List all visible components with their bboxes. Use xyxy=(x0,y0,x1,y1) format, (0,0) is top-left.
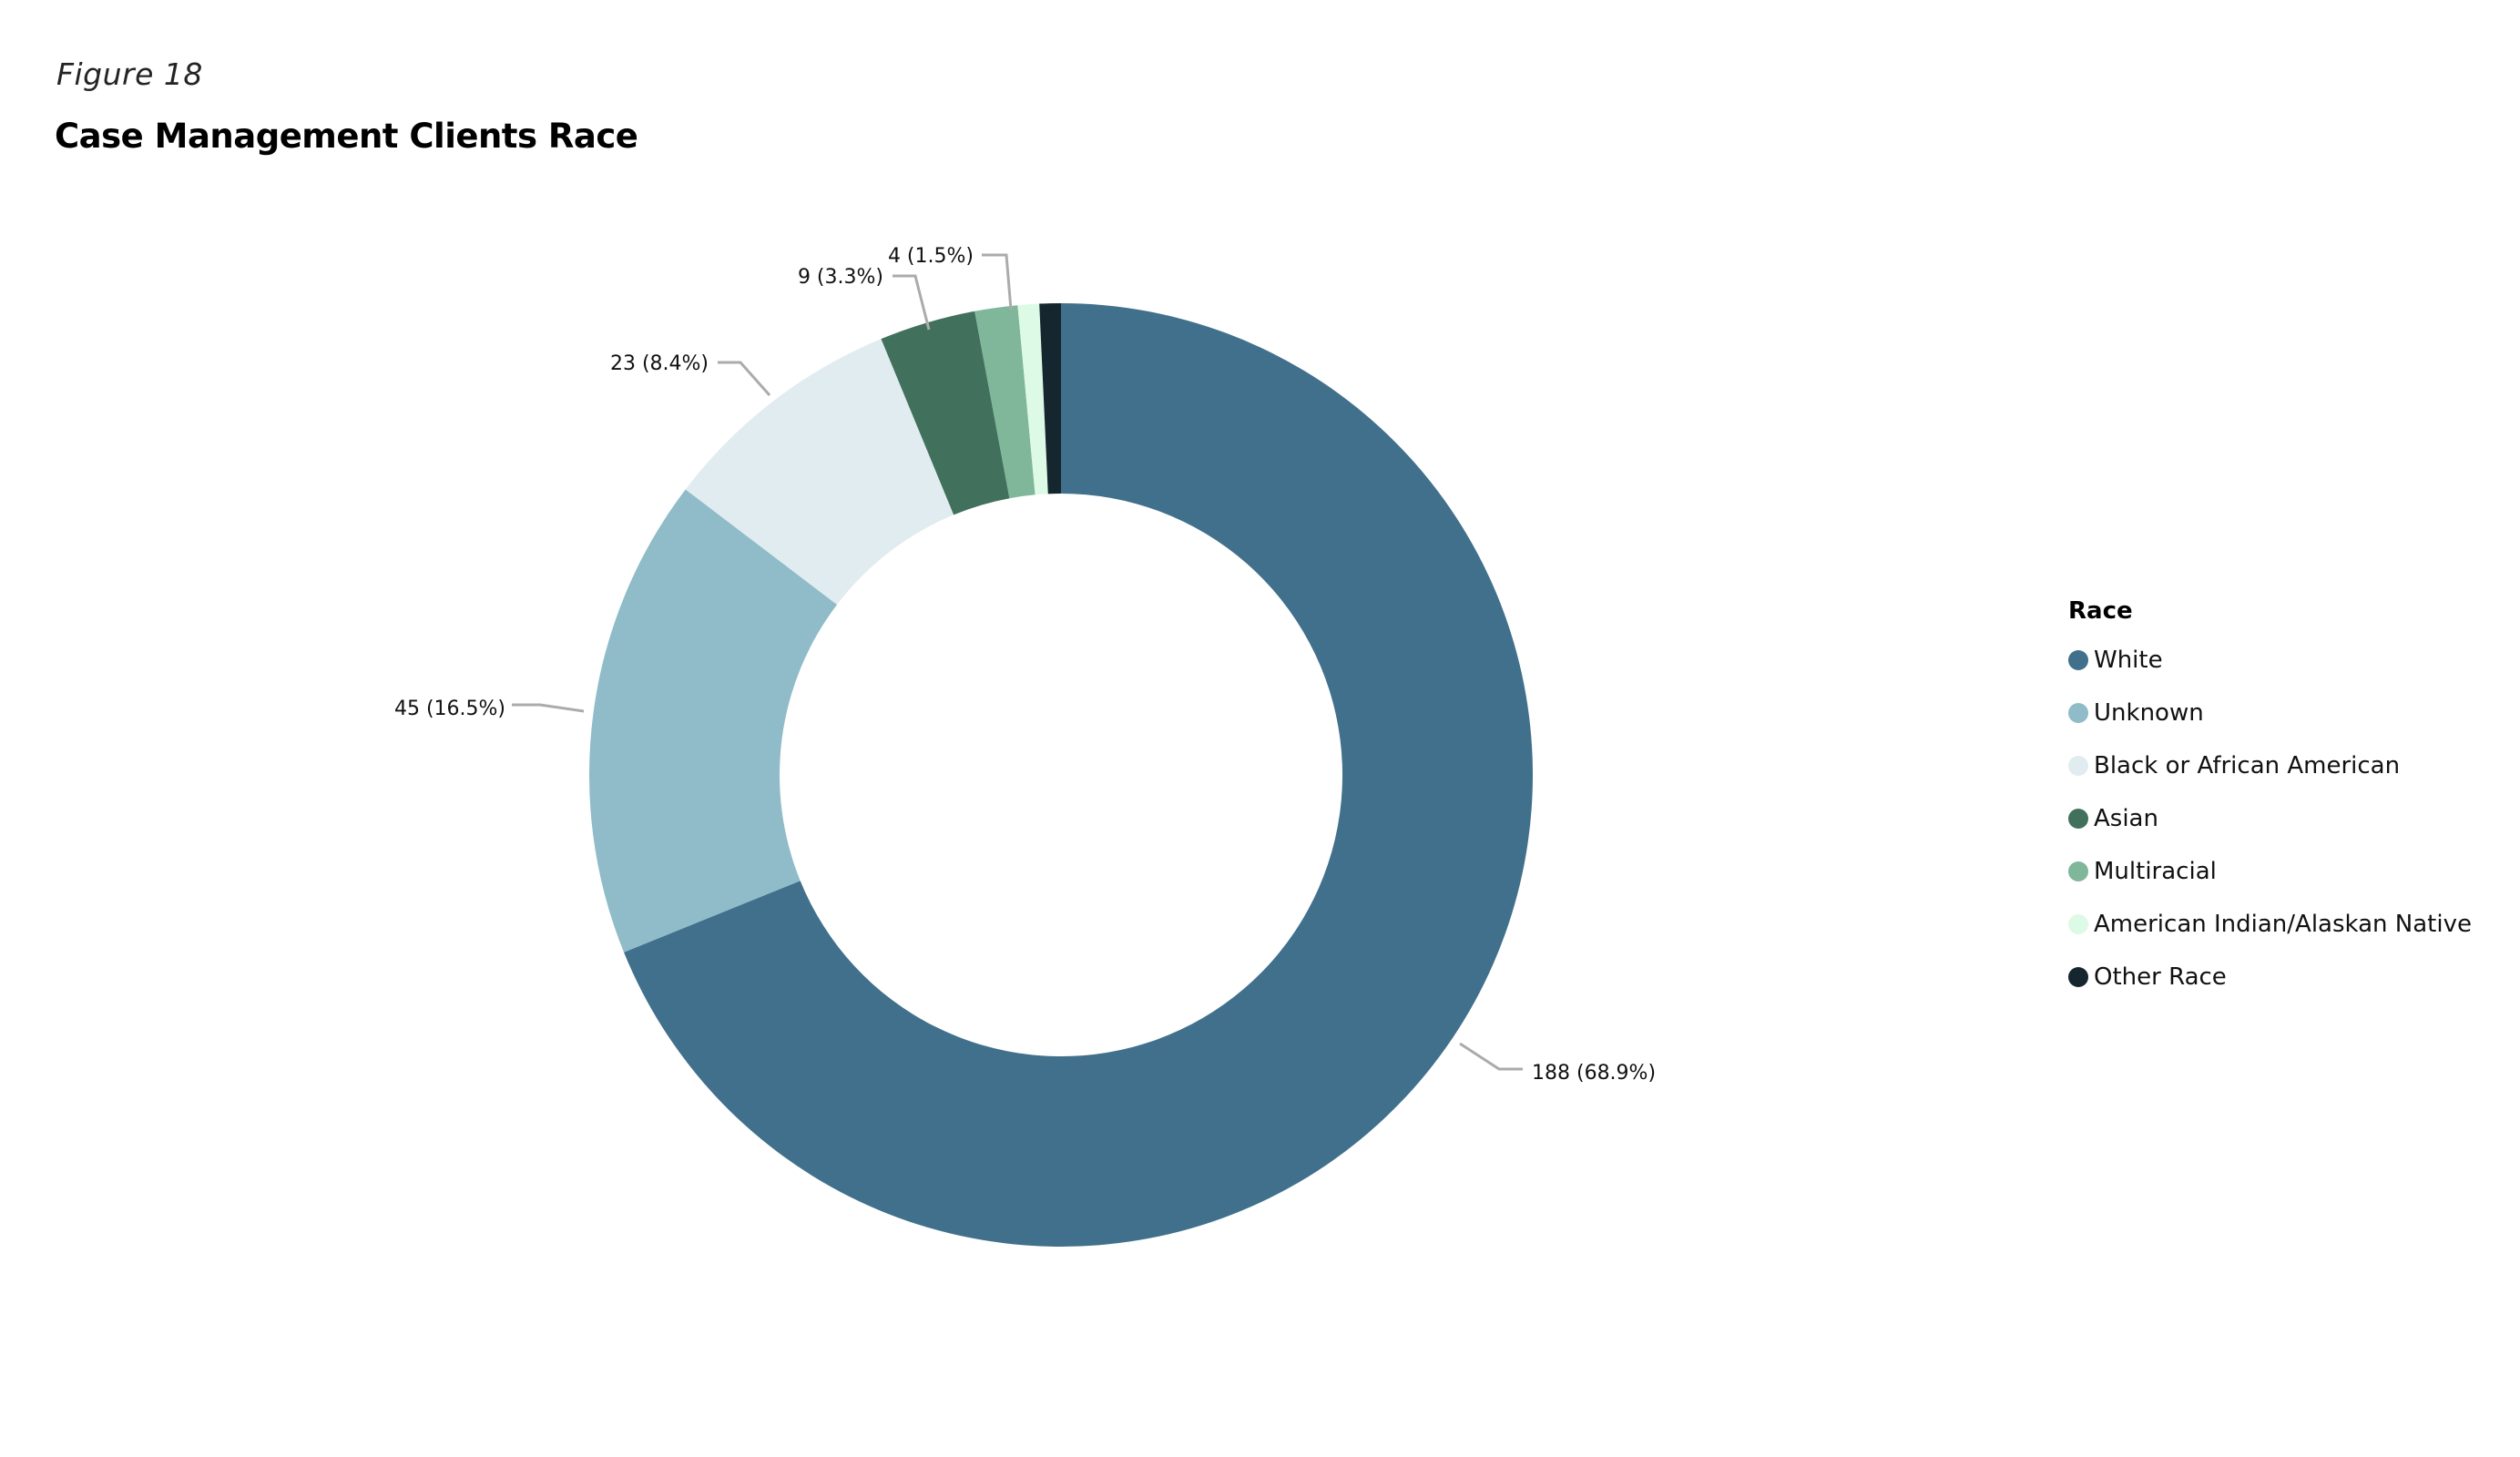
label-leader-lines xyxy=(512,253,1523,1071)
donut-slices xyxy=(589,303,1533,1247)
legend-item-multiracial[interactable]: Multiracial xyxy=(2068,845,2472,898)
legend-item-other-race[interactable]: Other Race xyxy=(2068,951,2472,1004)
legend-title: Race xyxy=(2068,597,2133,625)
legend-label: Black or African American xyxy=(2094,752,2401,779)
leader-line-white xyxy=(1459,1042,1523,1071)
legend-item-american-indian-alaskan-native[interactable]: American Indian/Alaskan Native xyxy=(2068,898,2472,951)
data-label-white: 188 (68.9%) xyxy=(1532,1062,1656,1085)
legend-item-white[interactable]: White xyxy=(2068,634,2472,687)
legend-label: Other Race xyxy=(2094,963,2227,991)
legend-dot-icon xyxy=(2068,650,2088,670)
slice-other-race[interactable] xyxy=(1039,303,1061,494)
legend-label: Asian xyxy=(2094,805,2158,832)
slice-unknown[interactable] xyxy=(589,489,838,953)
figure-label: Figure 18 xyxy=(56,56,203,92)
slice-asian[interactable] xyxy=(881,311,1010,515)
legend-dot-icon xyxy=(2068,914,2088,934)
leader-line-asian xyxy=(893,274,931,331)
legend-dot-icon xyxy=(2068,809,2088,829)
legend-label: Multiracial xyxy=(2094,858,2217,885)
legend-dot-icon xyxy=(2068,861,2088,881)
legend-label: White xyxy=(2094,647,2163,674)
data-label-multiracial: 4 (1.5%) xyxy=(888,245,974,268)
slice-american-indian-alaskan-native[interactable] xyxy=(1017,303,1048,495)
leader-line-unknown xyxy=(512,703,585,713)
legend-item-black-or-african-american[interactable]: Black or African American xyxy=(2068,739,2472,792)
legend-item-unknown[interactable]: Unknown xyxy=(2068,687,2472,739)
legend-label: Unknown xyxy=(2094,699,2204,727)
data-label-black: 23 (8.4%) xyxy=(610,352,709,375)
legend-dot-icon xyxy=(2068,703,2088,723)
data-label-unknown: 45 (16.5%) xyxy=(394,698,505,720)
legend-item-asian[interactable]: Asian xyxy=(2068,792,2472,845)
legend-label: American Indian/Alaskan Native xyxy=(2094,911,2472,938)
slice-white[interactable] xyxy=(624,303,1533,1247)
leader-line-multiracial xyxy=(982,253,1013,311)
slice-black-or-african-american[interactable] xyxy=(685,339,954,605)
slice-multiracial[interactable] xyxy=(974,305,1036,499)
legend-dot-icon xyxy=(2068,756,2088,776)
chart-title: Case Management Clients Race xyxy=(55,117,638,156)
legend-dot-icon xyxy=(2068,967,2088,987)
data-label-asian: 9 (3.3%) xyxy=(798,266,883,289)
leader-line-black xyxy=(718,361,771,396)
legend: Race White Unknown Black or African Amer… xyxy=(2068,597,2472,1004)
